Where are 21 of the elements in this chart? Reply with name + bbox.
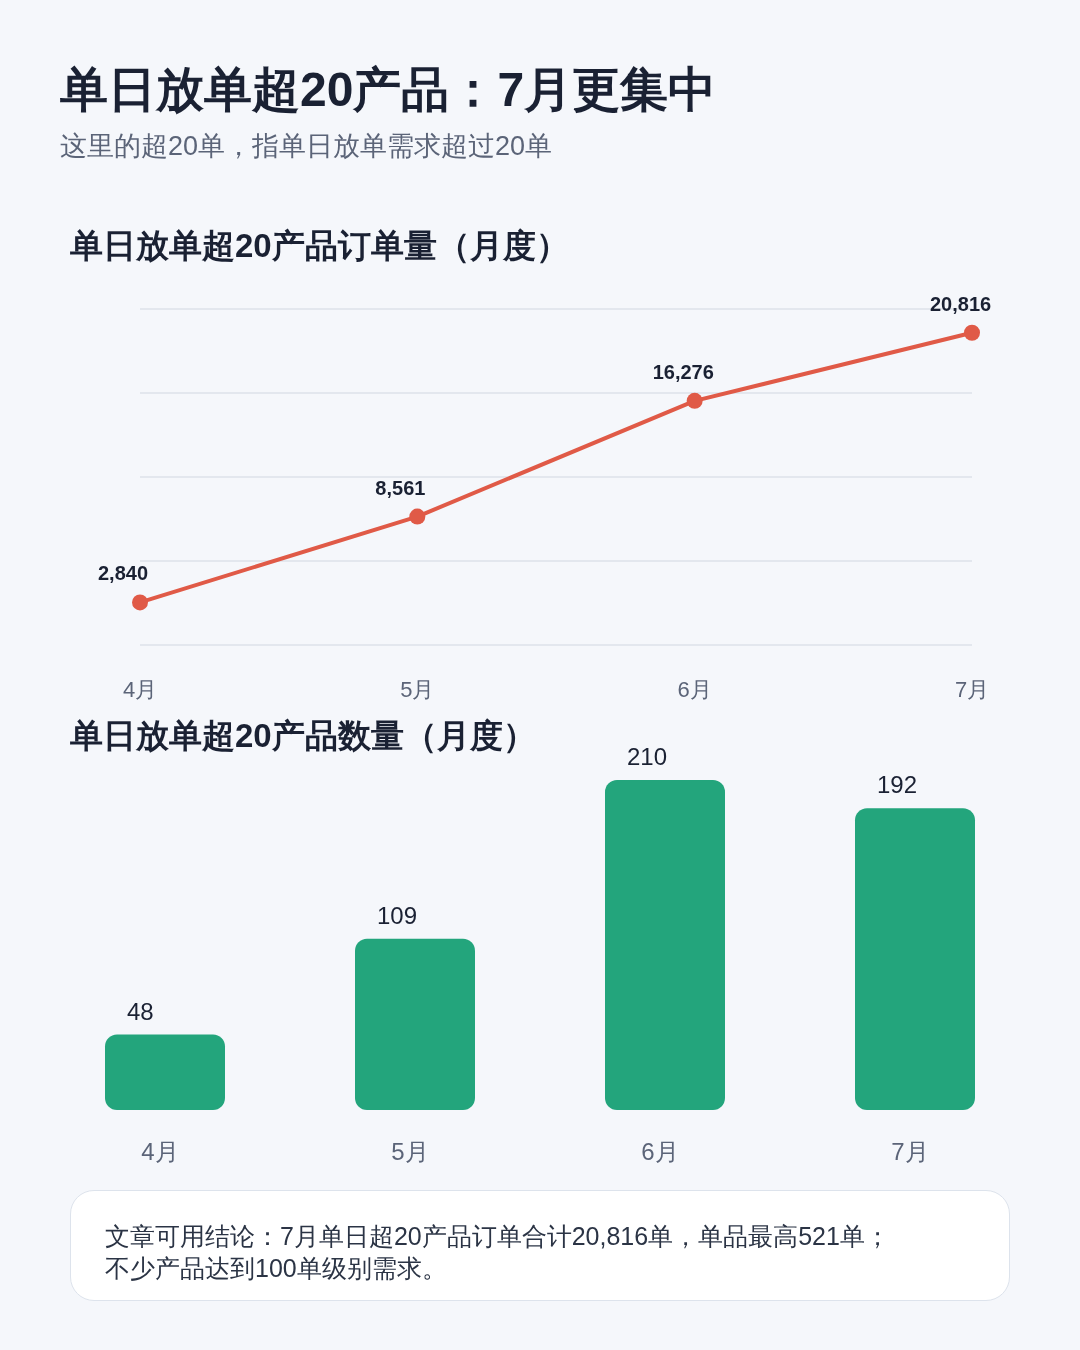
chart-title: 单日放单超20产品数量（月度） — [70, 717, 536, 754]
x-tick: 4月 — [122, 677, 158, 702]
chart-title: 单日放单超20产品订单量（月度） — [70, 227, 569, 264]
data-label: 20,816 — [930, 292, 992, 315]
x-tick: 7月 — [891, 1138, 929, 1165]
page-title: 单日放单超20产品：7月更集中 — [60, 62, 717, 118]
x-tick: 5月 — [391, 1138, 429, 1165]
data-label: 210 — [627, 743, 668, 770]
x-tick: 6月 — [677, 677, 712, 702]
x-tick: 7月 — [954, 677, 990, 702]
x-tick: 5月 — [400, 677, 435, 702]
data-label: 16,276 — [652, 360, 714, 383]
data-label: 192 — [877, 771, 918, 799]
data-label: 48 — [127, 997, 154, 1025]
data-label: 2,840 — [98, 562, 149, 585]
data-label: 8,561 — [375, 476, 426, 499]
note: 文章可用结论：7月单日超20产品订单合计20,816单，单品最高521单；不少产品达到100单级别需求。 — [105, 1221, 891, 1284]
data-label: 109 — [377, 901, 418, 929]
x-tick: 6月 — [641, 1138, 679, 1165]
page-subtitle: 这里的超20单，指单日放单需求超过20单 — [60, 130, 553, 163]
x-tick: 4月 — [141, 1138, 179, 1165]
